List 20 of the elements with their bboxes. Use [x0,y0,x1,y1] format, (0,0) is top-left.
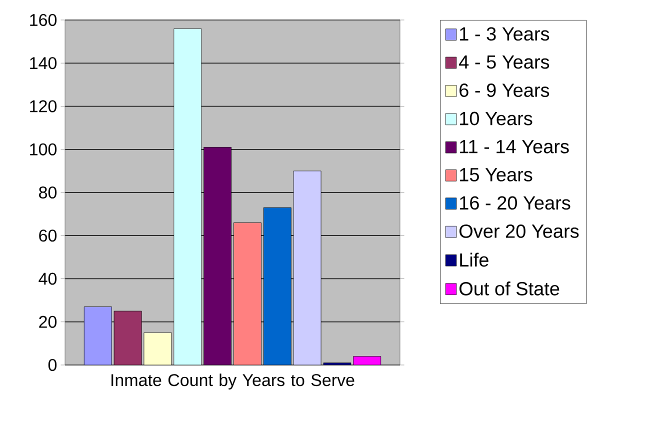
y-tick-label: 160 [30,14,57,26]
legend-label: Over 20 Years [460,224,579,238]
y-tick-label: 60 [39,230,57,242]
y-tick-label: 0 [48,358,57,372]
y-tick-label: 40 [38,272,57,285]
legend-label: 6 - 9 Years [460,84,550,97]
x-axis-title: Inmate Count by Years to Serve [112,374,354,390]
legend-label: Life [460,252,488,267]
legend-label: 4 - 5 Years [459,55,550,69]
y-tick-label: 100 [30,143,57,156]
legend-label: 11 - 14 Years [460,140,569,154]
legend-label: Out of State [460,282,560,296]
legend-label: 16 - 20 Years [460,196,570,210]
legend-label: 15 Years [460,168,532,182]
y-tick-label: 140 [30,57,57,70]
y-tick-label: 120 [30,100,57,112]
y-tick-label: 20 [39,316,57,328]
y-tick-label: 80 [39,186,57,199]
legend-label: 10 Years [460,112,532,126]
legend-label: 1 - 3 Years [460,27,550,41]
